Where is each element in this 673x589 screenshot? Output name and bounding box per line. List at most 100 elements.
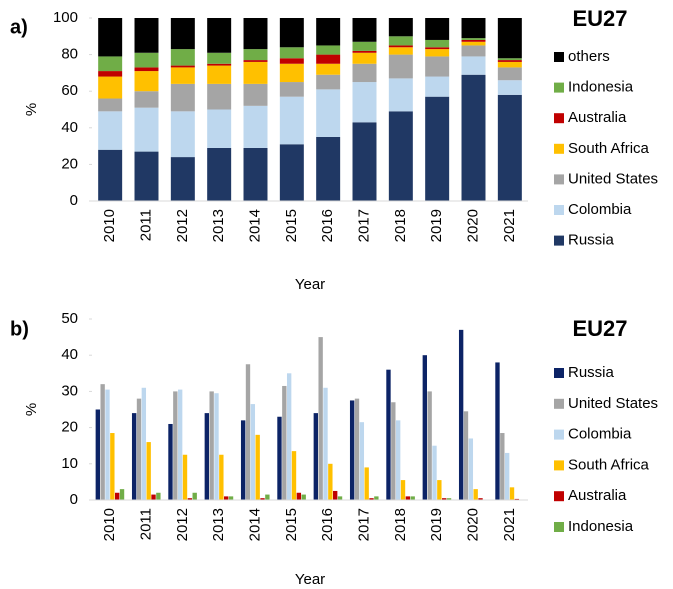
bar xyxy=(369,498,374,500)
bar-segment xyxy=(207,52,232,64)
bar-segment xyxy=(461,41,486,46)
x-tick-label: 2016 xyxy=(319,508,336,541)
x-axis-label: Year xyxy=(295,571,325,588)
legend-swatch xyxy=(554,398,564,409)
bar xyxy=(277,416,282,500)
bar-segment xyxy=(316,45,341,55)
chart-title: EU27 xyxy=(572,6,627,31)
bar-segment xyxy=(316,89,341,137)
bar xyxy=(354,398,360,500)
bar-segment xyxy=(461,18,486,39)
x-axis-label: Year xyxy=(295,276,325,293)
bar-segment xyxy=(243,83,268,106)
bar xyxy=(168,423,173,500)
bar-segment xyxy=(352,82,377,123)
bar xyxy=(514,498,520,500)
x-tick-label: 2010 xyxy=(101,508,118,541)
bar-segment xyxy=(316,74,341,90)
x-tick-label: 2015 xyxy=(283,508,300,541)
legend-label: United States xyxy=(568,170,658,187)
y-tick-label: 60 xyxy=(61,82,78,99)
bar xyxy=(386,369,391,500)
bar-segment xyxy=(352,41,377,51)
bar-segment xyxy=(98,149,123,201)
chart-title: EU27 xyxy=(572,316,627,341)
y-axis-label: % xyxy=(23,403,40,416)
bar xyxy=(323,387,328,500)
legend-label: Indonesia xyxy=(568,79,634,96)
bar-segment xyxy=(461,56,486,75)
bar xyxy=(504,452,510,500)
bar-segment xyxy=(134,71,159,92)
bar-segment xyxy=(461,38,486,40)
bar-segment xyxy=(134,107,159,152)
legend-label: Australia xyxy=(568,487,627,504)
bar-segment xyxy=(98,18,123,57)
bar xyxy=(286,373,292,500)
bar xyxy=(105,389,110,500)
bar-segment xyxy=(207,109,232,148)
legend-label: South Africa xyxy=(568,140,650,157)
bar xyxy=(136,398,142,500)
bar-segment xyxy=(98,98,123,112)
bar-segment xyxy=(170,67,195,84)
bar xyxy=(228,496,234,500)
legend-swatch xyxy=(554,522,564,532)
bar xyxy=(187,498,193,500)
bar-segment xyxy=(352,18,377,42)
bar xyxy=(115,492,120,500)
bar-segment xyxy=(170,157,195,201)
bar-segment xyxy=(134,52,159,68)
bar-segment xyxy=(170,18,195,50)
x-tick-label: 2021 xyxy=(501,508,518,541)
bar-segment xyxy=(352,50,377,53)
bar-segment xyxy=(170,65,195,68)
bar xyxy=(100,384,105,500)
bar-segment xyxy=(279,144,304,201)
bar xyxy=(146,442,151,500)
y-tick-label: 20 xyxy=(61,155,78,172)
bar-segment xyxy=(279,18,304,48)
bar xyxy=(328,463,333,500)
bar xyxy=(173,391,178,500)
bar-segment xyxy=(243,60,268,62)
legend-label: South Africa xyxy=(568,456,650,473)
y-tick-label: 20 xyxy=(61,419,78,436)
bar-segment xyxy=(98,111,123,150)
x-tick-label: 2018 xyxy=(392,209,409,242)
bar xyxy=(156,492,161,500)
bar xyxy=(119,489,125,500)
bar-segment xyxy=(134,91,159,108)
x-tick-label: 2013 xyxy=(210,209,227,242)
bar-segment xyxy=(425,39,450,48)
panel-label: a) xyxy=(10,16,28,38)
bar xyxy=(110,433,115,500)
y-tick-label: 0 xyxy=(70,192,78,209)
bar xyxy=(500,433,505,500)
legend-swatch xyxy=(554,460,564,471)
legend-swatch xyxy=(554,143,564,154)
bar xyxy=(333,490,338,500)
legend-swatch xyxy=(554,368,564,378)
x-tick-label: 2012 xyxy=(174,508,191,541)
bar-segment xyxy=(207,65,232,84)
y-tick-label: 40 xyxy=(61,119,78,136)
y-tick-label: 0 xyxy=(70,491,78,508)
bar-segment xyxy=(497,60,522,62)
bar-segment xyxy=(425,18,450,40)
y-tick-label: 80 xyxy=(61,46,78,63)
bar xyxy=(359,422,365,500)
x-tick-label: 2021 xyxy=(501,209,518,242)
bar xyxy=(192,492,197,500)
bar xyxy=(219,454,224,500)
bar-segment xyxy=(461,45,486,57)
bar-segment xyxy=(352,122,377,201)
x-tick-label: 2019 xyxy=(428,508,445,541)
bar xyxy=(182,454,188,500)
x-tick-label: 2020 xyxy=(464,209,481,242)
x-tick-label: 2019 xyxy=(428,209,445,242)
legend-label: others xyxy=(568,48,610,65)
x-tick-label: 2017 xyxy=(355,209,372,242)
bar-segment xyxy=(170,49,195,66)
bar xyxy=(446,498,452,500)
